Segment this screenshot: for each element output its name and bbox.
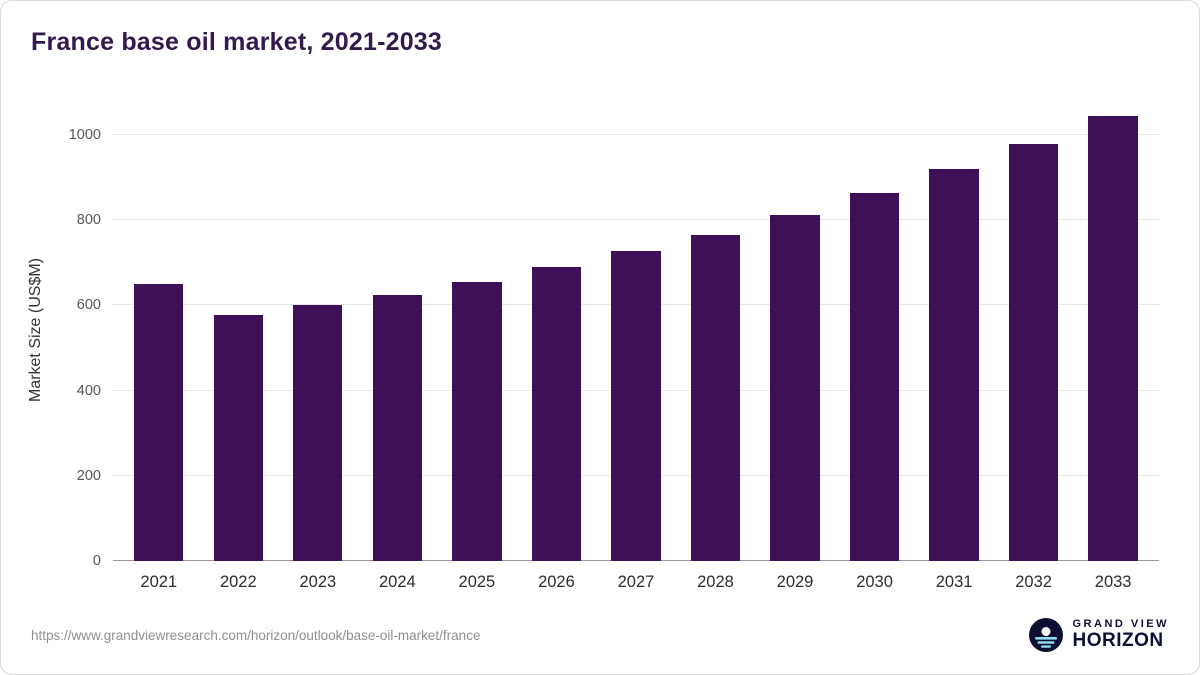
bar-2026 bbox=[531, 267, 582, 561]
y-axis-label: Market Size (US$M) bbox=[27, 257, 44, 403]
y-tick-label: 800 bbox=[76, 212, 101, 229]
bars-group: 2021 2022 2023 2024 2025 2026 2027 2028 2029 2030… bbox=[119, 101, 1153, 591]
bar-2027 bbox=[611, 251, 661, 561]
x-tick-label: 2024 bbox=[379, 573, 416, 591]
bar-2030 bbox=[849, 192, 900, 561]
bar-2028 bbox=[690, 235, 741, 561]
bar-slot: 2024 bbox=[358, 101, 438, 591]
x-tick-label: 2023 bbox=[299, 573, 337, 591]
x-tick-label: 2025 bbox=[458, 573, 496, 591]
bar-slot: 2033 bbox=[1073, 101, 1153, 591]
x-tick-label: 2032 bbox=[1015, 573, 1052, 591]
bar-2021 bbox=[134, 284, 184, 561]
bar-slot: 2026 bbox=[517, 101, 597, 591]
bar-2033 bbox=[1088, 115, 1138, 561]
bar-2022 bbox=[213, 314, 263, 561]
bar-slot: 2027 bbox=[596, 101, 676, 591]
y-tick-label: 600 bbox=[76, 297, 101, 314]
x-tick-label: 2033 bbox=[1094, 573, 1132, 591]
bar-slot: 2031 bbox=[914, 101, 994, 591]
bar-2024 bbox=[372, 294, 422, 561]
x-tick-label: 2030 bbox=[856, 573, 893, 591]
bar-slot: 2029 bbox=[755, 101, 835, 591]
gridline bbox=[113, 219, 1159, 221]
bar-slot: 2028 bbox=[676, 101, 756, 591]
bar-slot: 2021 bbox=[119, 101, 199, 591]
footer: https://www.grandviewresearch.com/horizo… bbox=[31, 612, 1169, 658]
bar-slot: 2023 bbox=[278, 101, 358, 591]
brand-logo: GRAND VIEW HORIZON bbox=[1028, 617, 1170, 653]
brand-name-top: GRAND VIEW bbox=[1072, 618, 1169, 631]
plot-area: 0 200 400 600 800 1000 2021 2022 2023 2024 2025 202… bbox=[69, 101, 1159, 591]
gridline bbox=[113, 134, 1159, 136]
bar-2032 bbox=[1008, 143, 1059, 561]
bar-2029 bbox=[770, 215, 820, 561]
y-tick-label: 200 bbox=[76, 467, 101, 484]
x-tick-label: 2028 bbox=[697, 573, 734, 591]
x-tick-label: 2021 bbox=[140, 573, 178, 591]
chart-title: France base oil market, 2021-2033 bbox=[31, 28, 443, 56]
brand-text: GRAND VIEW HORIZON bbox=[1072, 618, 1170, 651]
bar-slot: 2022 bbox=[199, 101, 279, 591]
bar-slot: 2025 bbox=[437, 101, 517, 591]
bar-2025 bbox=[452, 282, 502, 561]
bar-2031 bbox=[929, 169, 979, 561]
bar-2023 bbox=[293, 305, 343, 561]
x-tick-label: 2031 bbox=[935, 573, 973, 591]
brand-name-bottom: HORIZON bbox=[1072, 629, 1164, 651]
x-tick-label: 2029 bbox=[776, 573, 814, 591]
bar-slot: 2032 bbox=[994, 101, 1074, 591]
x-tick-label: 2027 bbox=[617, 573, 655, 591]
y-tick-label: 1000 bbox=[68, 127, 101, 144]
x-tick-label: 2022 bbox=[219, 573, 257, 591]
y-tick-label: 400 bbox=[76, 382, 101, 399]
source-url: https://www.grandviewresearch.com/horizo… bbox=[31, 627, 481, 643]
bar-slot: 2030 bbox=[835, 101, 915, 591]
horizon-logo-icon bbox=[1028, 618, 1063, 652]
x-tick-label: 2026 bbox=[538, 573, 575, 591]
y-tick-label: 0 bbox=[92, 553, 101, 569]
